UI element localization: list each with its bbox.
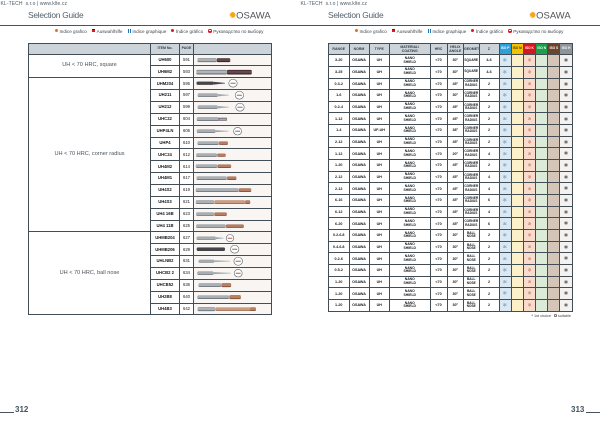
svg-text:OSAWA: OSAWA: [536, 11, 571, 21]
svg-text:OSAWA: OSAWA: [236, 11, 271, 21]
